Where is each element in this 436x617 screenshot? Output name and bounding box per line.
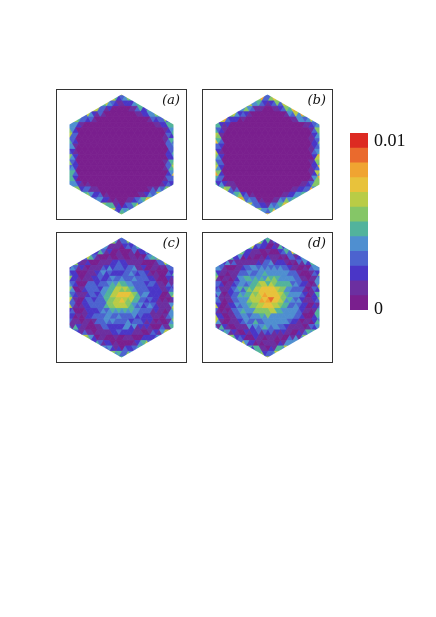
- hexagon-map-a: [69, 94, 174, 215]
- panel-label-a: (a): [162, 93, 180, 108]
- colorbar-segment: [350, 251, 368, 267]
- hexagon-triangle-mesh: [69, 237, 174, 358]
- panel-d: (d): [202, 232, 333, 363]
- hexagon-map-d: [215, 237, 320, 358]
- colorbar-segment: [350, 236, 368, 252]
- panel-label-b: (b): [307, 93, 326, 108]
- panel-a: (a): [56, 89, 187, 220]
- hexagon-map-c: [69, 237, 174, 358]
- colorbar-segment: [350, 295, 368, 310]
- panel-label-d: (d): [307, 236, 326, 251]
- colorbar-segment: [350, 221, 368, 237]
- colorbar-segment: [350, 192, 368, 208]
- colorbar-min-label: 0: [374, 298, 383, 318]
- hexagon-triangle-mesh: [215, 237, 320, 358]
- panel-b: (b): [202, 89, 333, 220]
- colorbar-segment: [350, 147, 368, 164]
- hexagon-map-b: [215, 94, 320, 215]
- panel-label-c: (c): [162, 236, 180, 251]
- hexagon-triangle-mesh: [215, 94, 320, 215]
- colorbar-segment: [350, 177, 368, 193]
- colorbar-segment: [350, 162, 368, 178]
- colorbar-segment: [350, 206, 368, 223]
- colorbar-max-label: 0.01: [374, 130, 406, 150]
- colorbar: [350, 133, 368, 310]
- colorbar-segment: [350, 133, 368, 149]
- hexagon-triangle-mesh: [69, 94, 174, 215]
- colorbar-segment: [350, 265, 368, 282]
- panel-c: (c): [56, 232, 187, 363]
- colorbar-segment: [350, 280, 368, 296]
